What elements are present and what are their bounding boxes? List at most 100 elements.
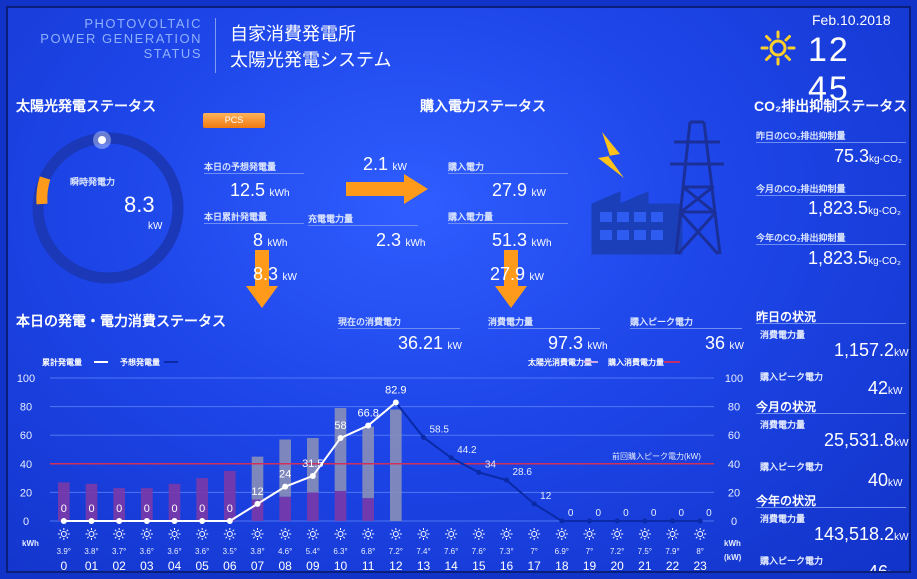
cumulative-point [337, 435, 344, 442]
forecast-point [531, 501, 537, 507]
hour-temperature: 3.5° [223, 547, 237, 556]
hour-temperature: 3.7° [112, 547, 126, 556]
bar-purchase-consumption [85, 483, 98, 521]
year-peak-value: 46 [868, 562, 889, 573]
gauge-unit: kW [148, 221, 163, 232]
y-tick-right: 60 [728, 430, 740, 442]
hour-sun-icon [417, 528, 430, 540]
header-divider [215, 18, 216, 73]
co2-year-reading: 1,823.5kg-CO₂ [808, 248, 901, 269]
time-display: 12 45 [808, 31, 850, 108]
hour-label: 01 [85, 559, 99, 573]
hour-sun-icon [472, 528, 485, 540]
forecast-point [642, 518, 648, 524]
yesterday-peak-label: 購入ピーク電力 [760, 372, 824, 382]
hour-sun-icon [113, 528, 126, 540]
total-consumption-reading: 97.3 kWh [548, 333, 608, 354]
y-tick-right: 40 [728, 459, 740, 471]
hour-label: 22 [666, 559, 680, 573]
hour-label: 05 [195, 559, 209, 573]
hour-sun-icon [638, 528, 651, 540]
bar-purchase-consumption [113, 488, 125, 521]
forecast-value-label: 0 [568, 508, 574, 519]
charge-value: 2.3 [376, 230, 402, 250]
month-consumption-value: 25,531.8 [824, 430, 895, 450]
y-tick-left: 80 [20, 402, 32, 414]
hour-sun-icon [85, 528, 98, 540]
forecast-point [587, 518, 592, 524]
month-peak-label: 購入ピーク電力 [760, 462, 824, 472]
charge-label: 充電電力量 [308, 214, 354, 224]
hour-sun-icon [528, 528, 541, 540]
bar-purchase-consumption [251, 499, 264, 521]
cumulative-value-label: 0 [199, 503, 205, 515]
cumulative-point [392, 399, 399, 406]
y-tick-left: 20 [20, 487, 32, 499]
forecast-point [559, 518, 565, 524]
hour-temperature: 5.4° [306, 547, 320, 556]
y-tick-right: 0 [731, 516, 737, 528]
bar-solar-consumption [362, 426, 374, 499]
right-unit-label-1: kWh [724, 539, 741, 548]
purchase-power-value: 27.9 [492, 180, 528, 200]
cumulative-value-label: 0 [171, 503, 177, 515]
year-title-rule [756, 507, 906, 508]
purchase-energy-value: 51.3 [492, 230, 528, 250]
bar-solar-consumption [334, 408, 347, 491]
year-consumption-label: 消費電力量 [760, 514, 806, 524]
cumulative-reading: 8 kWh [253, 230, 287, 251]
bar-purchase-consumption [58, 482, 70, 521]
hour-temperature: 3.8° [84, 547, 98, 556]
hour-temperature: 7.4° [416, 547, 430, 556]
flow-value: 2.1 [363, 154, 389, 174]
hour-sun-icon [168, 528, 181, 540]
threshold-label: 前回購入ピーク電力(kW) [612, 451, 701, 461]
co2-year-unit: kg-CO₂ [868, 256, 901, 267]
hour-sun-icon [611, 528, 624, 540]
forecast-label: 本日の予想発電量 [204, 162, 277, 172]
current-consumption-reading: 36.21 kW [398, 333, 462, 354]
cumulative-unit: kWh [267, 238, 288, 249]
purchase-down-reading: 27.9 kW [490, 264, 544, 285]
legend-purchase-consumption: 購入消費電力量 [607, 357, 664, 367]
co2-year-label: 今年のCO₂排出抑制量 [756, 233, 846, 243]
total-consumption-rule [488, 328, 600, 329]
yesterday-peak-reading: 42kW [868, 378, 902, 399]
forecast-line [395, 401, 701, 522]
gauge-label: 瞬時発電力 [70, 177, 116, 187]
cumulative-point [254, 500, 261, 507]
co2-year-value: 1,823.5 [808, 248, 869, 268]
hour-sun-icon [555, 528, 568, 540]
hour-temperature: 7.9° [665, 547, 679, 556]
cumulative-point [60, 518, 67, 524]
year-consumption-unit: kWh [894, 532, 909, 543]
bar-solar-consumption [251, 456, 264, 500]
hour-label: 15 [472, 559, 486, 573]
hour-label: 09 [306, 559, 320, 573]
hour-label: 12 [389, 559, 403, 573]
hour-label: 19 [583, 559, 597, 573]
hour-label: 03 [140, 559, 154, 573]
hour-temperature: 6.3° [333, 547, 347, 556]
cumulative-point [171, 518, 178, 524]
hour-label: 10 [334, 559, 348, 573]
cumulative-value-label: 0 [144, 503, 150, 515]
hour-label: 21 [638, 559, 652, 573]
co2-status-title: CO₂排出抑制ステータス [754, 98, 908, 114]
hour-label: 20 [610, 559, 624, 573]
bar-solar-consumption [279, 439, 291, 497]
hour-sun-icon [445, 528, 458, 540]
hour-label: 06 [223, 559, 237, 573]
forecast-point [614, 518, 620, 524]
hour-sun-icon [251, 528, 264, 540]
purchase-energy-unit: kWh [531, 238, 552, 249]
dashboard-frame: PHOTOVOLTAIC POWER GENERATION STATUS 自家消… [6, 6, 911, 573]
forecast-value-label: 0 [706, 508, 712, 519]
peak-power-reading: 36 kW [705, 333, 744, 354]
forecast-point [448, 455, 454, 461]
year-peak-unit: kW [888, 570, 902, 571]
purchase-energy-reading: 51.3 kWh [492, 230, 552, 251]
cumulative-point [143, 518, 150, 524]
cumulative-value-label: 0 [227, 503, 233, 515]
hour-sun-icon [223, 528, 236, 540]
